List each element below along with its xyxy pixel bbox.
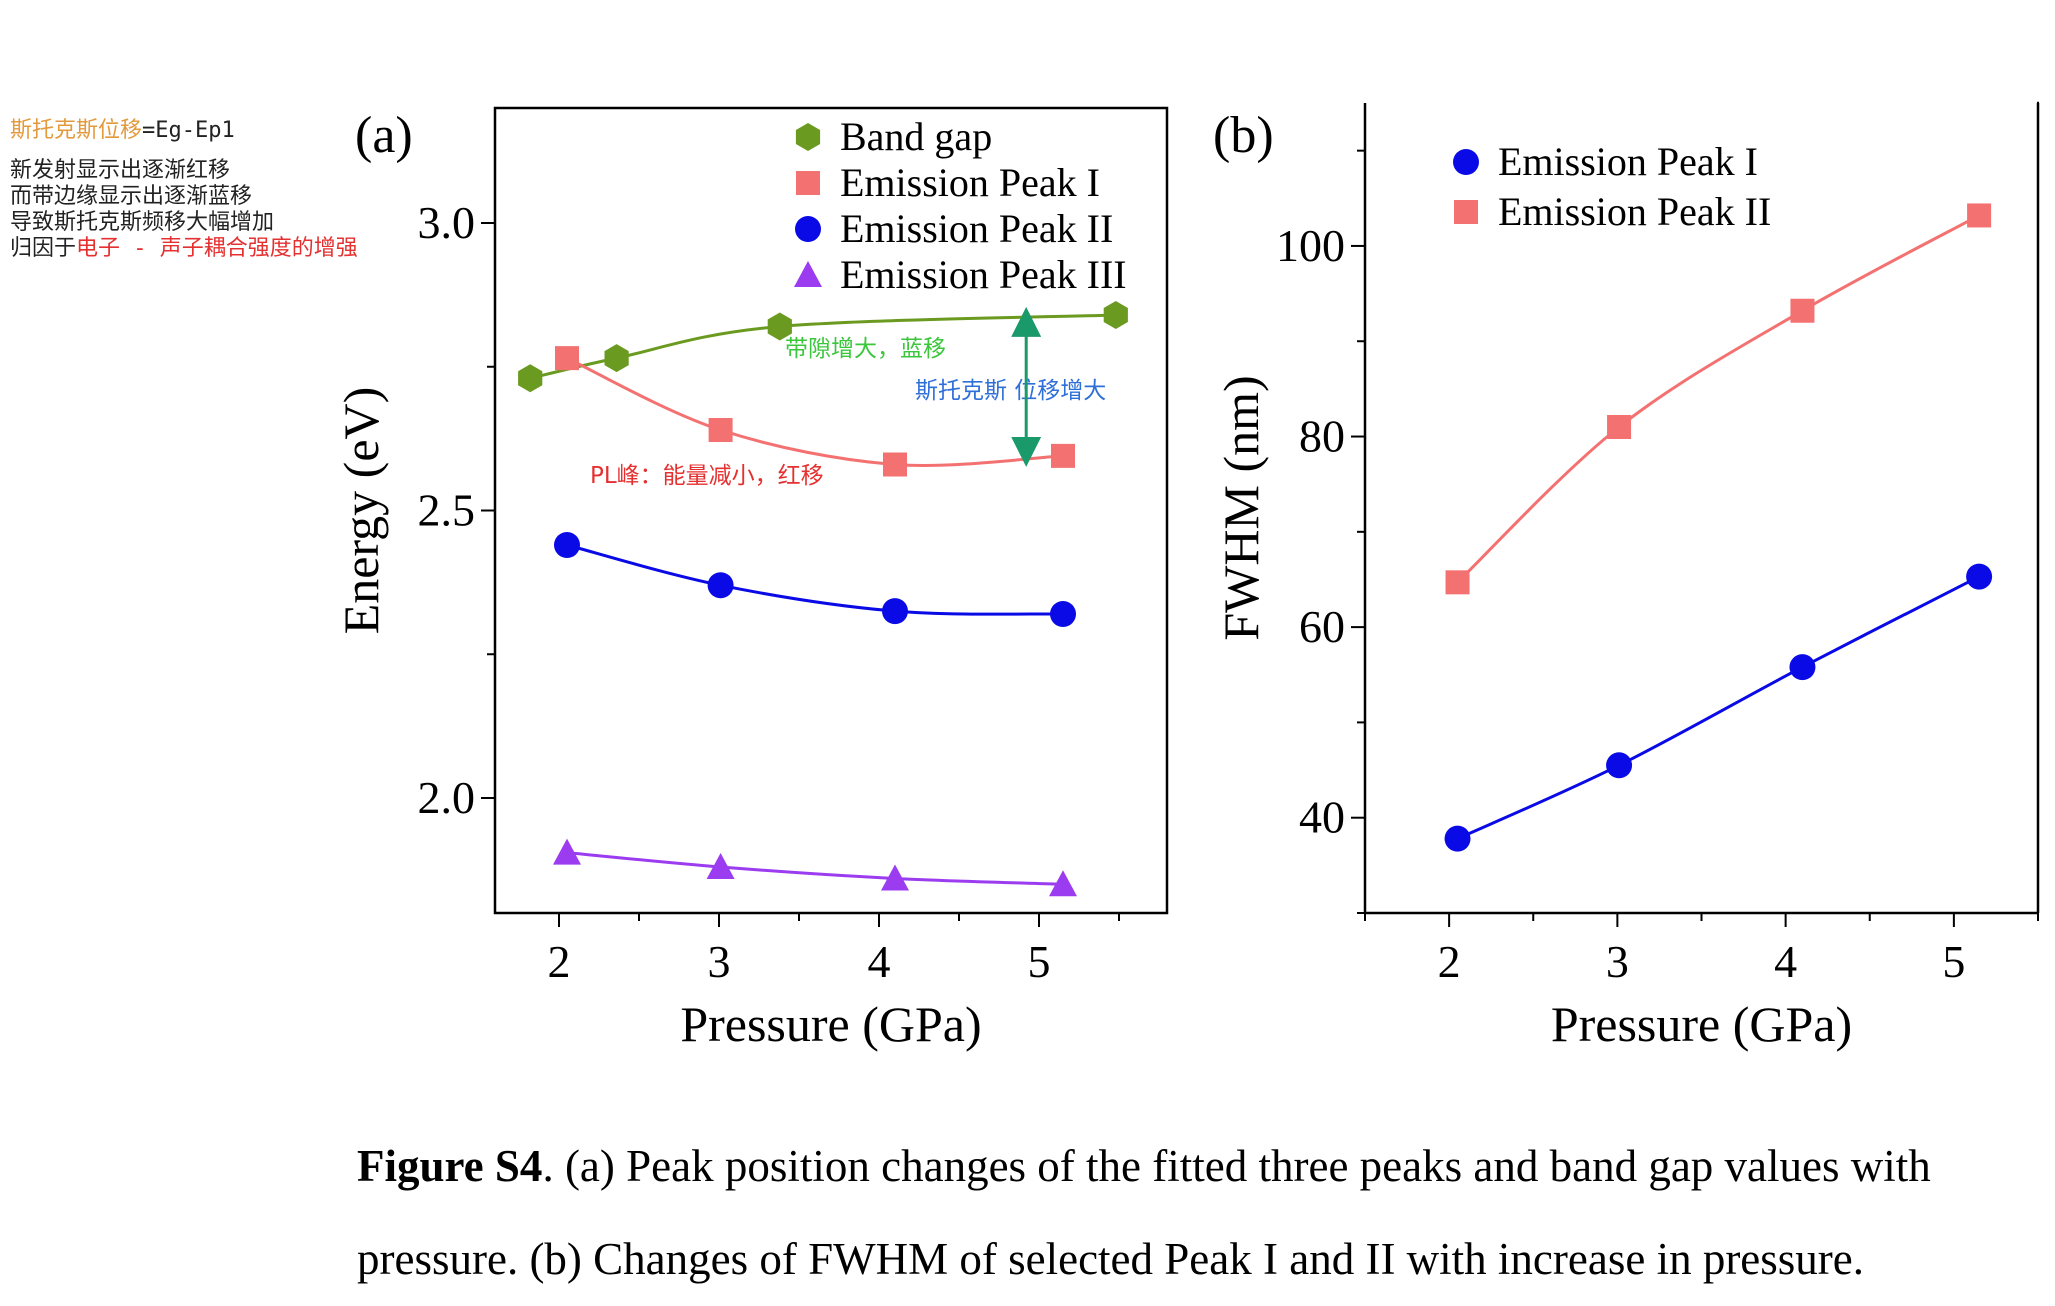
series-emission-peak-ii xyxy=(554,532,1076,627)
caption-label: Figure S4 xyxy=(357,1141,543,1191)
y-axis-label: Energy (eV) xyxy=(333,387,389,635)
data-point xyxy=(1445,570,1470,595)
figure-caption: Figure S4. (a) Peak position changes of … xyxy=(357,1120,2047,1306)
data-point xyxy=(518,364,543,393)
data-point xyxy=(767,312,792,341)
x-tick-label: 2 xyxy=(1438,936,1461,987)
data-point xyxy=(1444,825,1471,852)
legend-entry: Emission Peak III xyxy=(794,252,1127,297)
legend-entry: Band gap xyxy=(795,114,992,159)
legend-marker xyxy=(795,123,821,151)
series-line xyxy=(1456,575,1980,841)
pl-annotation: PL峰：能量减小，红移 xyxy=(590,463,824,489)
chart-panel-a: 2 3 4 5 2.0 2.5 3.0 Pressure (GPa) Energy (eV) (a… xyxy=(333,106,1169,1052)
data-point xyxy=(1607,415,1632,439)
data-point xyxy=(555,346,579,371)
data-point xyxy=(1103,301,1128,329)
note-line-3: 而带边缘显示出逐渐蓝移 xyxy=(10,184,253,209)
y-tick-label: 100 xyxy=(1276,220,1345,271)
y-tick-label: 3.0 xyxy=(418,197,476,248)
y-tick-label: 2.5 xyxy=(418,485,476,536)
data-point xyxy=(1790,298,1815,323)
legend-label: Emission Peak II xyxy=(840,206,1113,251)
series-line xyxy=(1456,214,1980,584)
data-point xyxy=(1050,601,1076,627)
legend-label: Emission Peak III xyxy=(840,252,1127,297)
data-point xyxy=(1789,654,1816,681)
note-line-5: 归因于电子 - 声子耦合强度的增强 xyxy=(10,236,358,262)
x-tick-label: 3 xyxy=(1606,936,1629,987)
y-axis-label: FWHM (nm) xyxy=(1213,375,1269,640)
data-point xyxy=(708,418,733,442)
legend-marker xyxy=(796,171,820,195)
data-point xyxy=(554,532,580,558)
legend-marker xyxy=(1453,149,1479,175)
data-point xyxy=(1606,752,1633,779)
series-line xyxy=(566,543,1064,616)
legend-label: Emission Peak I xyxy=(840,160,1100,205)
legend-label: Emission Peak I xyxy=(1498,139,1758,184)
band-gap-annotation: 带隙增大，蓝移 xyxy=(785,336,946,362)
x-tick-label: 4 xyxy=(868,936,891,987)
panel-label: (b) xyxy=(1213,107,1274,164)
note-line-4: 导致斯托克斯频移大幅增加 xyxy=(10,210,275,235)
data-point xyxy=(604,344,629,373)
data-point xyxy=(707,572,734,599)
note-line-5-prefix: 归因于 xyxy=(10,236,77,261)
x-axis-label: Pressure (GPa) xyxy=(680,996,981,1052)
panel-label: (a) xyxy=(355,107,413,164)
data-point xyxy=(1967,203,1992,228)
series-emission-peak-i xyxy=(1444,563,1993,852)
x-tick-label: 5 xyxy=(1028,936,1051,987)
note-line-1: 斯托克斯位移=Eg-Ep1 xyxy=(10,118,358,144)
series-emission-peak-ii xyxy=(1445,203,1992,595)
caption-text: . (a) Peak position changes of the fitte… xyxy=(357,1141,1931,1284)
legend-marker xyxy=(795,216,821,242)
x-tick-label: 3 xyxy=(708,936,731,987)
data-point xyxy=(882,598,908,625)
x-tick-label: 2 xyxy=(548,936,571,987)
data-point xyxy=(553,838,581,865)
data-point xyxy=(881,864,909,891)
legend-entry: Emission Peak I xyxy=(796,160,1100,205)
legend-label: Emission Peak II xyxy=(1498,189,1771,234)
note-line-2: 新发射显示出逐渐红移 xyxy=(10,158,231,183)
note-line-5-highlight: 电子 - 声子耦合强度的增强 xyxy=(76,236,358,261)
series-emission-peak-iii xyxy=(553,838,1077,897)
data-point xyxy=(883,452,907,477)
x-tick-label: 4 xyxy=(1774,936,1797,987)
series-line xyxy=(566,356,1064,467)
y-tick-label: 2.0 xyxy=(418,772,476,823)
stokes-annotation: 斯托克斯 位移增大 xyxy=(915,378,1106,404)
legend-label: Band gap xyxy=(840,114,992,159)
chart-panel-b: 2 3 4 5 40 60 80 100 Pressure (GPa) FWHM (nm) (b) E… xyxy=(1213,101,2040,1052)
note-stokes-formula: =Eg-Ep1 xyxy=(142,118,235,143)
legend-marker xyxy=(794,261,822,287)
data-point xyxy=(1966,563,1993,590)
y-tick-label: 40 xyxy=(1299,792,1345,843)
data-point xyxy=(1051,443,1075,468)
legend-marker xyxy=(1454,200,1478,224)
series-line xyxy=(566,851,1064,886)
legend-entry: Emission Peak I xyxy=(1453,139,1758,184)
legend-entry: Emission Peak II xyxy=(795,206,1113,251)
note-stokes-label: 斯托克斯位移 xyxy=(10,118,143,143)
legend-entry: Emission Peak II xyxy=(1454,189,1771,234)
data-point xyxy=(1049,870,1077,897)
y-tick-label: 60 xyxy=(1299,601,1345,652)
data-point xyxy=(706,853,735,879)
series-emission-peak-i xyxy=(555,346,1075,477)
y-tick-label: 80 xyxy=(1299,411,1345,462)
x-axis-label: Pressure (GPa) xyxy=(1551,996,1852,1052)
chinese-notes: 斯托克斯位移=Eg-Ep1 新发射显示出逐渐红移 而带边缘显示出逐渐蓝移 导致斯… xyxy=(10,118,358,262)
x-tick-label: 5 xyxy=(1942,936,1965,987)
